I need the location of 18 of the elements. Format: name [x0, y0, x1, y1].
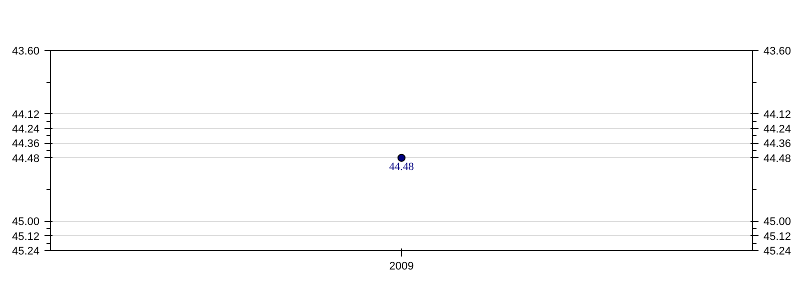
text: 43.60: [764, 46, 792, 58]
text: 44.24: [764, 124, 792, 136]
data-label: 44.48: [389, 160, 414, 173]
y-tick-label: 44.36: [12, 138, 40, 150]
y-tick-label: 45.12: [12, 230, 40, 243]
text: 45.00: [764, 216, 792, 228]
text: 44.36: [764, 138, 792, 150]
y-tick-label: 44.24: [12, 124, 40, 136]
text: 44.48: [764, 152, 792, 165]
y-tick-label: 44.12: [12, 108, 40, 121]
text: 44.12: [764, 108, 792, 121]
y-tick-label: 45.00: [12, 216, 40, 228]
x-tick-label: 2009: [389, 260, 414, 272]
y-tick-label: 43.60: [12, 46, 40, 58]
text: 45.12: [764, 230, 792, 243]
y-tick-label: 45.24: [12, 246, 40, 258]
y-tick-label: 44.48: [12, 152, 40, 165]
text: 45.24: [764, 246, 792, 258]
